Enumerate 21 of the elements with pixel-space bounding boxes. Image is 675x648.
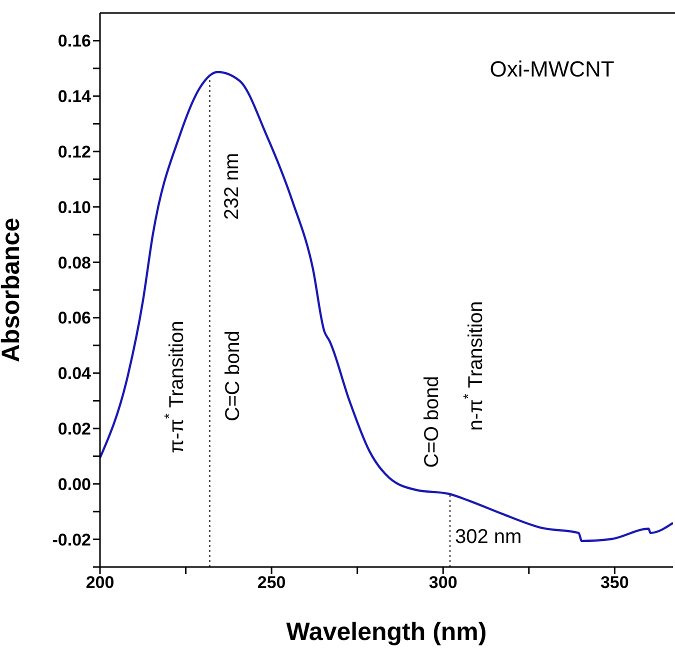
y-axis-title: Absorbance: [0, 218, 25, 362]
y-tick-label: 0.06: [58, 308, 91, 328]
y-tick-label: 0.10: [58, 198, 91, 217]
x-tick-label: 300: [428, 573, 458, 592]
y-tick-label: 0.14: [58, 87, 92, 106]
annotation: C=O bond: [420, 376, 443, 468]
x-axis-title: Wavelength (nm): [286, 618, 487, 646]
y-tick-label: 0.04: [58, 364, 92, 384]
y-tick-label: 0.12: [58, 142, 91, 162]
y-tick-label: 0.16: [58, 32, 91, 51]
x-tick-label: 350: [600, 573, 629, 592]
annotation: Oxi-MWCNT: [490, 56, 614, 81]
annotation: C=C bond: [222, 330, 244, 422]
y-tick-label: 0.08: [58, 253, 91, 272]
ref-line-label: 302 nm: [454, 526, 522, 548]
y-tick-label: 0.00: [58, 474, 91, 494]
y-tick-label: -0.02: [52, 530, 91, 550]
ref-line-label: 232 nm: [220, 152, 243, 220]
y-tick-label: 0.02: [58, 420, 91, 439]
x-tick-label: 250: [257, 573, 286, 592]
x-tick-label: 200: [86, 573, 114, 592]
